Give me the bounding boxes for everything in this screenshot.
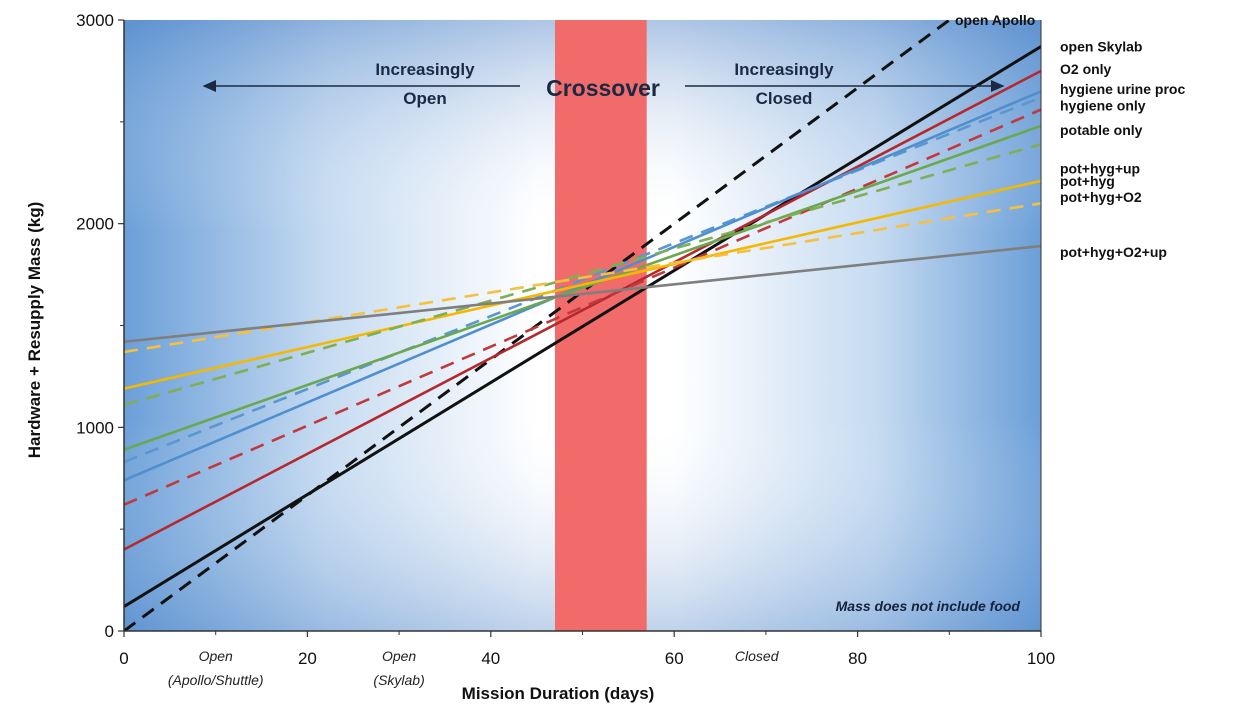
operating-mode-label: Open	[382, 648, 416, 664]
region-right-label-line2: Closed	[756, 89, 813, 108]
series-line-hygiene-urine-proc	[124, 96, 1041, 464]
series-label: hygiene only	[1060, 98, 1146, 114]
series-label: hygiene urine proc	[1060, 81, 1185, 97]
series-label: O2 only	[1060, 61, 1112, 77]
y-axis-title: Hardware + Resupply Mass (kg)	[25, 202, 44, 459]
x-tick-label: 80	[848, 649, 867, 668]
mode-labels: Open (Apollo/Shuttle) Open (Skylab) Closed	[168, 648, 780, 688]
x-tick-label: 60	[665, 649, 684, 668]
region-left-label-line1: Increasingly	[375, 60, 475, 79]
operating-mode-label: (Apollo/Shuttle)	[168, 672, 264, 688]
x-tick-label: 100	[1027, 649, 1055, 668]
series-label: pot+hyg+O2+up	[1060, 244, 1167, 260]
series-line-potable-only	[124, 124, 1041, 451]
series-line-open-apollo	[124, 20, 951, 631]
series-line-unlabeled-5	[124, 108, 1041, 506]
y-tick-label: 3000	[76, 11, 114, 30]
series-line-pot-hyg-o2-up	[124, 244, 1041, 344]
operating-mode-label: Closed	[735, 648, 780, 664]
y-tick-label: 2000	[76, 215, 114, 234]
series-label: pot+hyg+up	[1060, 161, 1140, 177]
series-line-o2-only	[124, 69, 1041, 551]
series-label: open Apollo	[955, 12, 1035, 28]
series-label: pot+hyg	[1060, 173, 1115, 189]
x-tick-label: 0	[119, 649, 128, 668]
region-left-label-line2: Open	[403, 89, 446, 108]
series-label: potable only	[1060, 122, 1143, 138]
crossover-band	[554, 20, 647, 631]
series-line-pot-hyg	[124, 142, 1041, 407]
series-line-pot-hyg-up	[124, 179, 1041, 390]
x-axis-title: Mission Duration (days)	[462, 684, 655, 703]
series-line-pot-hyg-o2	[124, 202, 1041, 354]
series-layer	[124, 20, 1041, 631]
region-right-label-line1: Increasingly	[734, 60, 834, 79]
series-label: open Skylab	[1060, 38, 1142, 54]
x-tick-label: 40	[481, 649, 500, 668]
crossover-label: Crossover	[546, 75, 660, 101]
region-left: Increasingly Open	[202, 60, 520, 108]
series-labels: open Apollo open Skylab O2 only hygiene uri…	[955, 12, 1185, 260]
series-label: pot+hyg+O2	[1060, 189, 1142, 205]
operating-mode-label: (Skylab)	[373, 672, 424, 688]
x-tick-label: 20	[298, 649, 317, 668]
y-tick-label: 0	[105, 622, 114, 641]
y-tick-label: 1000	[76, 418, 114, 437]
operating-mode-label: Open	[199, 648, 233, 664]
series-line-open-skylab	[124, 45, 1041, 608]
region-right: Increasingly Closed	[685, 60, 1005, 108]
food-note: Mass does not include food	[836, 598, 1021, 614]
